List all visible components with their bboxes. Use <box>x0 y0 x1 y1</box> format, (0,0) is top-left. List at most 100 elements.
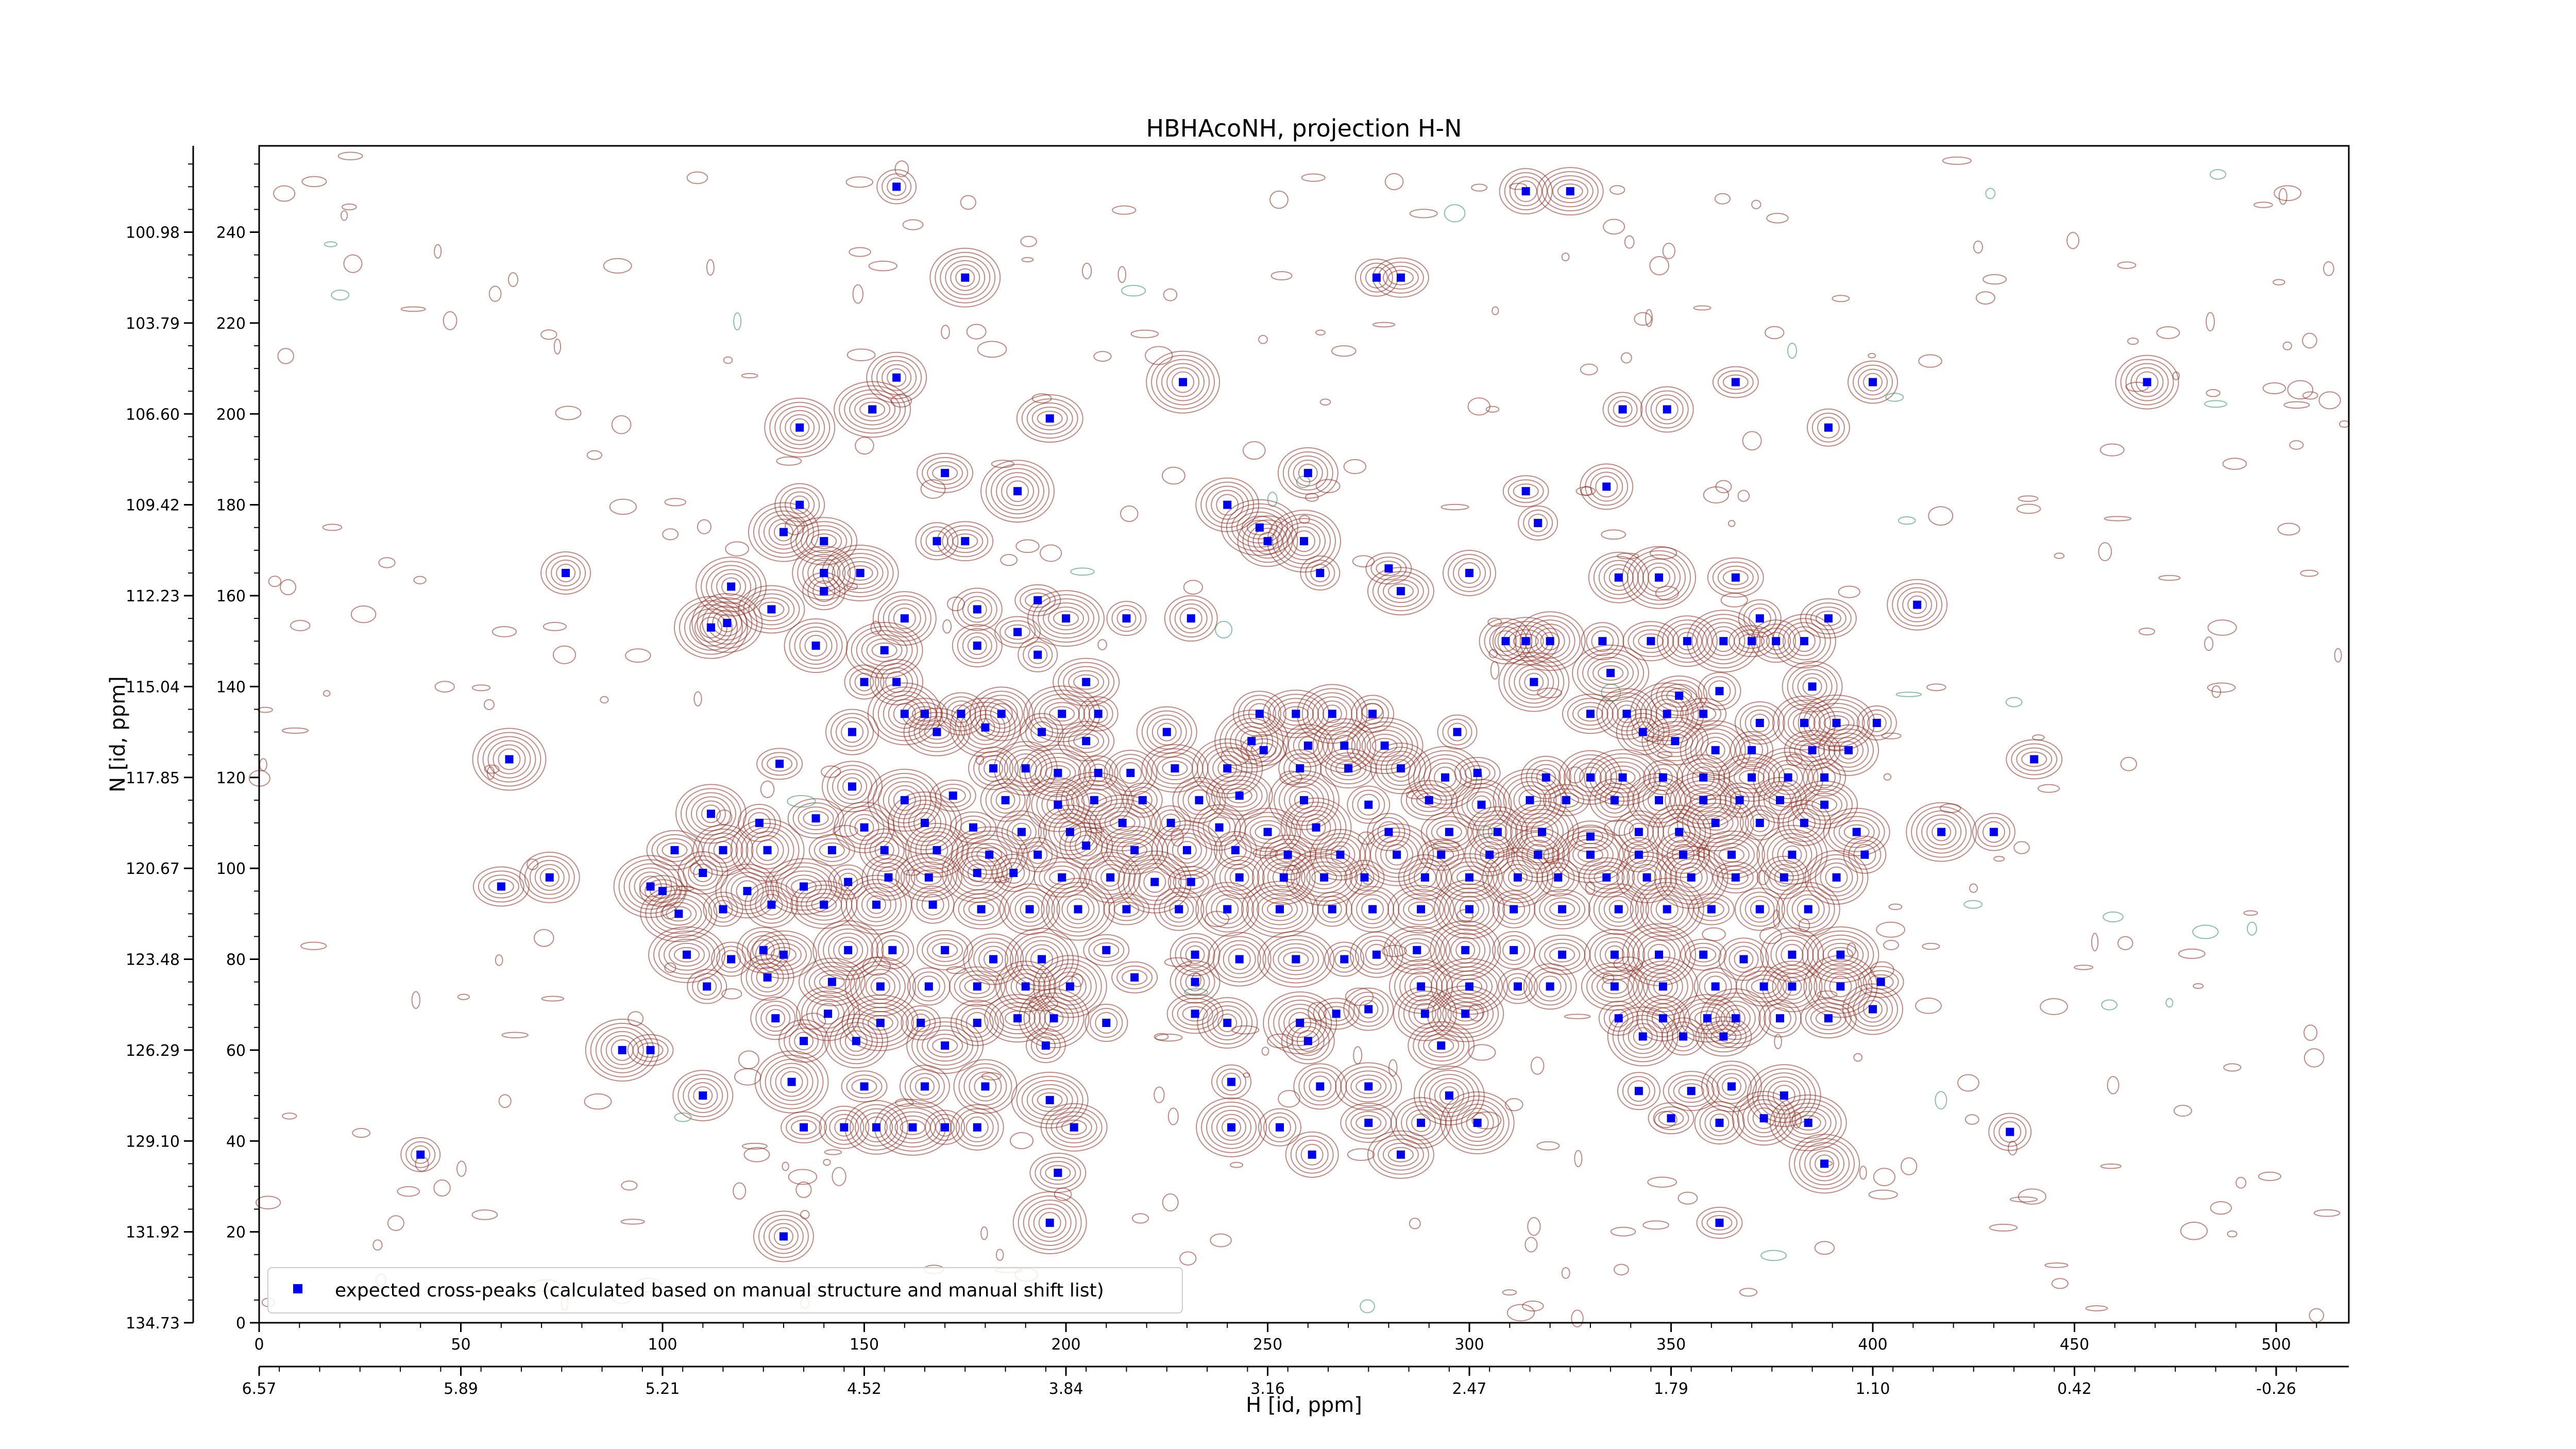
contour-ring <box>1020 940 1064 979</box>
contour-ring <box>1068 729 1105 753</box>
contour-ring <box>1416 792 1442 808</box>
contour-ring <box>1311 869 1337 885</box>
contour-ring <box>1461 1107 1494 1138</box>
noise-contour <box>1490 661 1500 680</box>
cross-peak-point <box>1009 868 1018 877</box>
noise-contour <box>1405 790 1428 800</box>
contour-ring <box>766 1009 786 1028</box>
cross-peak-point <box>1937 828 1946 836</box>
noise-contour <box>1299 515 1310 524</box>
noise-contour <box>1760 1250 1787 1261</box>
contour-ring <box>1385 844 1409 866</box>
noise-contour <box>1467 397 1490 416</box>
contour-ring <box>1004 749 1047 788</box>
noise-contour <box>1561 252 1570 262</box>
contour-ring <box>1543 784 1589 816</box>
cross-peak-point <box>1755 905 1764 914</box>
cross-peak-point <box>658 887 667 896</box>
cross-peak-point <box>1049 1014 1058 1023</box>
contour-ring <box>1206 1105 1257 1149</box>
noise-contour <box>495 954 503 966</box>
contour-ring <box>781 1111 827 1143</box>
contour-ring <box>1858 996 1888 1023</box>
contour-ring <box>1196 1097 1267 1157</box>
contour-ring <box>917 452 974 493</box>
contour-ring <box>763 1219 804 1254</box>
cross-peak-point <box>973 642 981 650</box>
contour-ring <box>1583 861 1630 894</box>
noise-contour <box>975 755 985 765</box>
contour-ring <box>1578 857 1635 898</box>
noise-contour <box>1258 335 1268 344</box>
contour-ring <box>1594 869 1620 885</box>
contour-ring <box>1020 900 1040 919</box>
noise-contour <box>411 991 420 1009</box>
contour-ring <box>773 523 793 542</box>
contour-ring <box>1291 853 1358 902</box>
contour-ring <box>1300 555 1341 591</box>
cross-peak-point <box>1038 728 1046 736</box>
contour-ring <box>1743 603 1776 634</box>
contour-ring <box>1293 1063 1347 1110</box>
x-ppm-tick-label: 3.16 <box>1250 1380 1285 1398</box>
contour-ring <box>967 600 987 619</box>
contour-ring <box>1789 1134 1860 1194</box>
contour-ring <box>1655 898 1679 920</box>
contour-ring <box>1907 595 1927 614</box>
contour-ring <box>1382 579 1419 603</box>
contour-ring <box>861 891 892 918</box>
cross-peak-point <box>1215 823 1224 832</box>
contour-ring <box>1216 780 1263 812</box>
noise-contour <box>966 324 987 340</box>
noise-contour <box>1242 441 1266 460</box>
contour-ring <box>1732 1091 1796 1146</box>
contour-ring <box>1452 1006 1479 1022</box>
cross-peak-point <box>1166 818 1175 827</box>
contour-ring <box>785 491 815 518</box>
contour-ring <box>711 569 752 604</box>
noise-contour <box>733 1182 747 1200</box>
contour-ring <box>1642 939 1676 970</box>
cross-peak-point <box>1634 828 1643 836</box>
contour-ring <box>1437 993 1494 1034</box>
contour-ring <box>1518 789 1541 811</box>
noise-contour <box>693 691 702 706</box>
cross-peak-point <box>1235 955 1244 964</box>
cross-peak-point <box>1074 905 1082 914</box>
x-tick-label: 450 <box>2060 1336 2089 1354</box>
contour-ring <box>1892 583 1943 627</box>
contour-ring <box>1497 935 1531 965</box>
contour-ring <box>1408 901 1434 917</box>
contour-ring <box>950 264 980 291</box>
noise-contour <box>540 329 557 340</box>
cross-peak-point <box>1038 955 1046 964</box>
noise-contour <box>776 456 802 466</box>
cross-peak-point <box>1336 850 1345 859</box>
cross-peak-point <box>961 537 970 546</box>
noise-contour <box>1543 847 1559 864</box>
contour-ring <box>760 938 807 971</box>
contour-ring <box>1282 724 1333 768</box>
contour-ring <box>1197 997 1258 1049</box>
contour-ring <box>637 1042 664 1058</box>
noise-contour <box>324 241 337 247</box>
contour-ring <box>876 935 909 965</box>
contour-ring <box>1335 1062 1402 1111</box>
x-tick-label: 400 <box>1858 1336 1887 1354</box>
contour-ring <box>773 1227 793 1246</box>
contour-ring <box>1818 724 1879 776</box>
contour-ring <box>790 418 810 437</box>
contour-ring <box>760 1005 791 1032</box>
contour-ring <box>1823 728 1874 772</box>
noise-contour <box>492 626 517 637</box>
contour-ring <box>1466 791 1497 818</box>
noise-contour <box>1081 262 1092 279</box>
noise-contour <box>2193 983 2204 989</box>
x-ppm-tick-label: 4.52 <box>847 1380 882 1398</box>
contour-ring <box>995 961 1056 1013</box>
contour-ring <box>1382 1142 1419 1167</box>
cross-peak-point <box>1683 637 1691 646</box>
contour-ring <box>1768 1007 1791 1030</box>
contour-ring <box>1177 781 1221 819</box>
contour-ring <box>968 747 1019 790</box>
